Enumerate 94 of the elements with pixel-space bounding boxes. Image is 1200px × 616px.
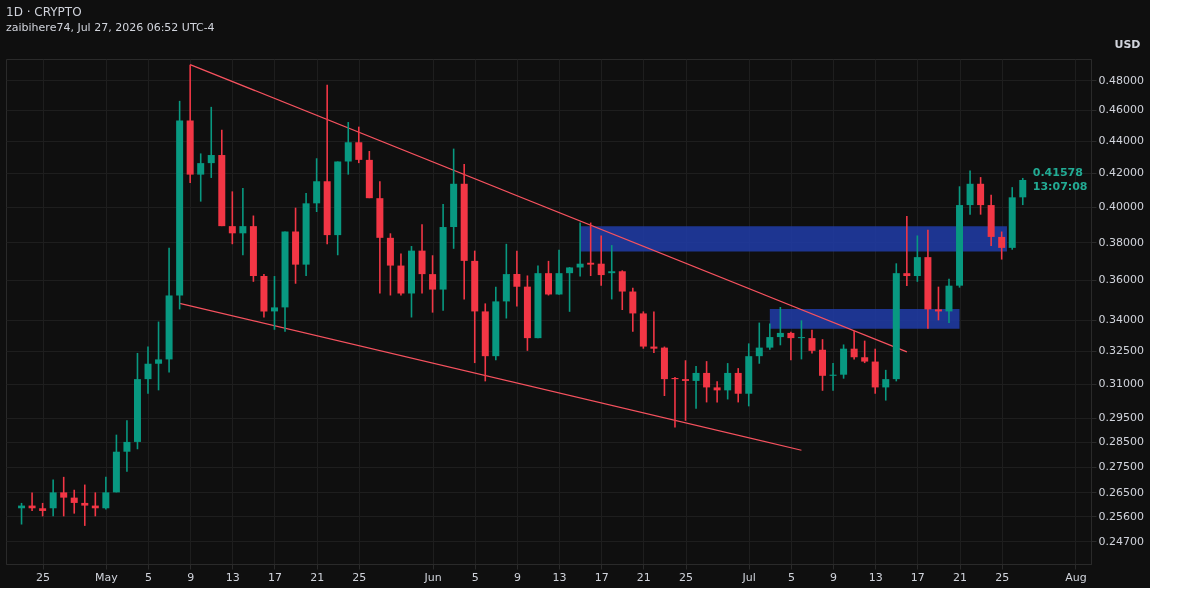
candlestick bbox=[692, 365, 700, 410]
x-tick-label: 9 bbox=[830, 570, 838, 584]
y-tick-label: 0.25600 bbox=[1098, 509, 1144, 523]
candlestick bbox=[344, 121, 352, 176]
candlestick bbox=[882, 369, 890, 402]
y-tick-label: 0.29500 bbox=[1098, 411, 1144, 425]
candlestick bbox=[155, 320, 163, 392]
candlestick bbox=[713, 380, 721, 404]
x-tick-label: 5 bbox=[787, 570, 795, 584]
x-tick-label: 17 bbox=[910, 570, 925, 584]
candlestick bbox=[123, 419, 131, 473]
candlestick bbox=[555, 248, 563, 296]
candlestick bbox=[545, 260, 552, 297]
candlestick bbox=[587, 221, 595, 277]
candlestick bbox=[977, 176, 985, 216]
candlestick bbox=[207, 106, 215, 179]
y-tick-label: 0.38000 bbox=[1098, 235, 1144, 249]
x-tick-label: 9 bbox=[513, 570, 521, 584]
y-tick-label: 0.36000 bbox=[1098, 273, 1144, 287]
candlestick bbox=[608, 244, 616, 301]
x-tick-label: Jun bbox=[423, 570, 442, 584]
candlestick bbox=[966, 169, 974, 216]
annotation: 13:07:08 bbox=[1032, 179, 1088, 193]
x-tick-label: 21 bbox=[636, 570, 651, 584]
candlestick bbox=[49, 478, 57, 518]
x-tick-label: Aug bbox=[1065, 570, 1087, 584]
candlestick bbox=[650, 310, 658, 354]
candlestick bbox=[197, 152, 205, 203]
candlestick bbox=[776, 306, 784, 347]
y-tick-label: 0.34000 bbox=[1098, 313, 1144, 327]
candlestick bbox=[618, 269, 626, 311]
candlestick bbox=[808, 329, 816, 355]
candlestick bbox=[913, 234, 921, 283]
x-tick-label: 25 bbox=[995, 570, 1010, 584]
candlestick bbox=[597, 234, 605, 287]
candlestick bbox=[418, 223, 426, 295]
x-tick-label: 17 bbox=[594, 570, 609, 584]
candlestick bbox=[703, 360, 711, 404]
candlestick bbox=[787, 331, 795, 362]
x-tick-label: May bbox=[94, 570, 119, 584]
candlestick bbox=[755, 321, 763, 365]
candlestick bbox=[629, 286, 637, 333]
candlestick bbox=[724, 362, 732, 401]
candlestick bbox=[81, 483, 89, 527]
candlestick bbox=[228, 190, 236, 245]
candlestick bbox=[270, 275, 278, 331]
x-tick-label: 17 bbox=[267, 570, 282, 584]
candlestick bbox=[850, 330, 858, 361]
candlestick bbox=[734, 367, 742, 404]
candlestick bbox=[682, 359, 690, 422]
x-tick-label: 25 bbox=[36, 570, 51, 584]
x-tick-label: 21 bbox=[310, 570, 325, 584]
candlestick bbox=[144, 345, 152, 395]
chart-title: 1D · CRYPTO bbox=[6, 5, 82, 19]
y-tick-label: 0.26500 bbox=[1098, 485, 1144, 499]
candlestick bbox=[797, 319, 805, 361]
candlestick bbox=[355, 125, 363, 164]
y-tick-label: 0.24700 bbox=[1098, 534, 1144, 548]
y-tick-label: 0.40000 bbox=[1098, 200, 1144, 214]
candlestick bbox=[429, 254, 437, 314]
y-tick-label: 0.27500 bbox=[1098, 460, 1144, 474]
x-tick-label: 5 bbox=[145, 570, 153, 584]
y-tick-label: 0.46000 bbox=[1098, 103, 1144, 117]
y-tick-label: 0.28500 bbox=[1098, 435, 1144, 449]
annotation: 0.41578 bbox=[1032, 165, 1083, 179]
y-tick-label: 0.42000 bbox=[1098, 166, 1144, 180]
y-tick-label: 0.31000 bbox=[1098, 377, 1144, 391]
x-tick-label: 9 bbox=[187, 570, 195, 584]
candlestick bbox=[766, 322, 774, 351]
candlestick bbox=[513, 249, 521, 308]
x-tick-label: 21 bbox=[953, 570, 968, 584]
candlestick bbox=[566, 266, 574, 313]
x-tick-label: 13 bbox=[552, 570, 567, 584]
y-tick-label: 0.32500 bbox=[1098, 344, 1144, 358]
candlestick bbox=[70, 488, 78, 515]
candlestick bbox=[903, 215, 911, 287]
candlestick bbox=[861, 339, 869, 364]
y-axis-title: USD bbox=[1114, 37, 1141, 51]
x-tick-label: 5 bbox=[471, 570, 479, 584]
x-tick-label: 25 bbox=[352, 570, 367, 584]
candlestick bbox=[60, 476, 68, 518]
x-tick-label: 13 bbox=[225, 570, 240, 584]
x-tick-label: Jul bbox=[741, 570, 756, 584]
x-tick-label: 13 bbox=[868, 570, 883, 584]
candlestick bbox=[998, 230, 1006, 261]
candlestick bbox=[1019, 177, 1027, 206]
candlestick bbox=[313, 157, 321, 213]
candlestick bbox=[102, 476, 110, 511]
y-tick-label: 0.44000 bbox=[1098, 134, 1144, 148]
y-tick-label: 0.48000 bbox=[1098, 73, 1144, 87]
chart-subtitle: zaibihere74, Jul 27, 2026 06:52 UTC-4 bbox=[6, 21, 215, 34]
candlestick bbox=[934, 285, 942, 322]
x-tick-label: 25 bbox=[679, 570, 694, 584]
candlestick bbox=[239, 187, 247, 257]
